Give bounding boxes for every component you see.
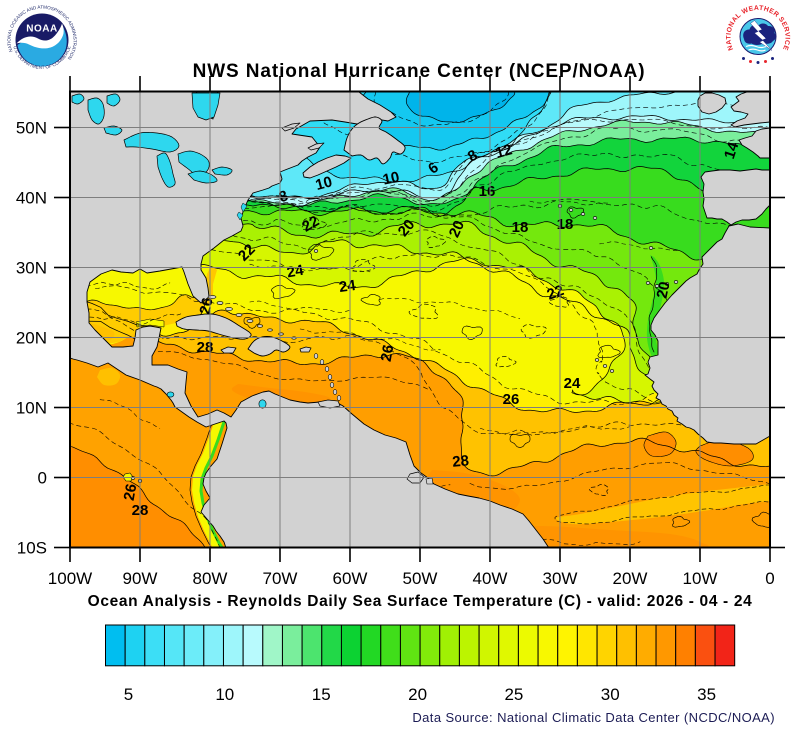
svg-text:100W: 100W [48,569,92,588]
svg-text:NWS National Hurricane Center: NWS National Hurricane Center (NCEP/NOAA… [193,61,646,82]
svg-text:30W: 30W [543,569,578,588]
svg-text:15: 15 [312,685,331,704]
svg-text:20W: 20W [613,569,648,588]
svg-text:35: 35 [697,685,716,704]
svg-text:Data Source: National Climatic: Data Source: National Climatic Data Cent… [412,710,775,725]
svg-text:26: 26 [378,344,398,363]
svg-text:10S: 10S [17,538,47,557]
svg-text:25: 25 [504,685,523,704]
svg-text:40N: 40N [16,188,47,207]
svg-text:20: 20 [654,280,674,300]
svg-text:50W: 50W [403,569,438,588]
svg-text:10: 10 [381,169,401,189]
svg-text:20: 20 [408,685,427,704]
svg-text:18: 18 [512,219,529,236]
svg-text:0: 0 [765,569,774,588]
svg-text:26: 26 [197,296,217,316]
svg-text:10W: 10W [683,569,718,588]
svg-text:24: 24 [564,375,581,392]
svg-text:12: 12 [494,141,515,162]
svg-text:30: 30 [601,685,620,704]
svg-text:10N: 10N [16,398,47,417]
svg-text:24: 24 [338,277,358,296]
svg-text:40W: 40W [473,569,508,588]
svg-text:20N: 20N [16,328,47,347]
svg-text:5: 5 [124,685,133,704]
svg-text:80W: 80W [193,569,228,588]
svg-text:14: 14 [721,139,743,161]
svg-text:26: 26 [503,391,520,408]
svg-text:24: 24 [286,262,306,282]
svg-text:60W: 60W [333,569,368,588]
svg-text:22: 22 [299,213,322,236]
svg-text:28: 28 [452,452,470,470]
svg-text:50N: 50N [16,118,47,137]
svg-text:30N: 30N [16,258,47,277]
svg-text:0: 0 [38,468,47,487]
svg-text:NOAA: NOAA [26,24,57,35]
svg-text:70W: 70W [263,569,298,588]
svg-text:Ocean Analysis - Reynolds Dail: Ocean Analysis - Reynolds Daily Sea Surf… [88,593,753,610]
svg-text:10: 10 [314,173,335,194]
svg-text:10: 10 [215,685,234,704]
svg-text:28: 28 [197,339,214,356]
svg-text:18: 18 [557,216,574,233]
svg-text:20: 20 [446,218,468,240]
svg-text:22: 22 [545,282,566,304]
svg-text:26: 26 [121,483,141,502]
svg-text:90W: 90W [123,569,158,588]
svg-text:16: 16 [479,183,496,200]
